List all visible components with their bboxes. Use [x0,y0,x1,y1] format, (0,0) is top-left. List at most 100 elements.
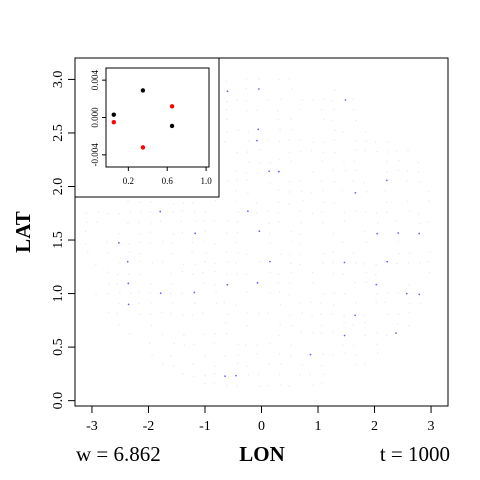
data-point [365,212,366,213]
data-point [270,182,271,183]
data-point [332,313,333,314]
data-point [129,243,130,244]
data-point [309,374,310,375]
data-point [246,325,247,326]
data-point [182,210,183,211]
data-point [387,151,388,152]
data-point [269,162,270,163]
data-point [119,263,120,264]
data-point [322,325,323,326]
data-point [355,262,356,263]
data-point [203,241,204,242]
inset-chart: 0.2 0.6 1.0-0.0040.0000.004 [75,58,219,197]
data-point [299,180,300,181]
data-point [259,149,260,150]
data-point [173,343,174,344]
data-point [226,284,228,286]
data-point [301,364,302,365]
data-point [95,264,96,265]
data-point [106,241,107,242]
data-point [205,212,206,213]
data-point [279,324,280,325]
data-point [194,263,195,264]
data-point [237,252,238,253]
inset-x-tick-label: 0.2 [123,176,134,186]
data-point [139,242,140,243]
data-point [418,233,420,235]
data-point [397,169,398,170]
data-point [290,118,291,119]
data-point [236,180,237,181]
data-point [149,342,150,343]
data-point [237,221,238,222]
data-point [279,374,280,375]
data-point [224,375,226,377]
data-point [406,293,408,295]
data-point [322,222,323,223]
data-point [237,344,238,345]
data-point [279,159,280,160]
data-point [118,242,120,244]
data-point [193,344,194,345]
data-point [364,231,365,232]
data-point [162,261,163,262]
data-point [280,254,281,255]
inset-x-tick-label: 0.6 [162,176,174,186]
data-point [288,139,289,140]
data-point [418,213,419,214]
data-point [118,324,119,325]
data-point [213,343,214,344]
inset-x-tick-label: 1.0 [200,176,212,186]
data-point [310,302,311,303]
data-point [238,355,239,356]
data-point [127,283,129,285]
inset-data-point [141,145,145,149]
data-point [127,223,128,224]
data-point [376,151,377,152]
data-point [322,160,323,161]
data-point [140,233,141,234]
data-point [355,364,356,365]
data-point [191,251,192,252]
data-point [388,313,389,314]
data-point [289,78,290,79]
data-point [216,303,217,304]
data-point [268,312,269,313]
data-point [225,252,226,253]
data-point [215,200,216,201]
data-point [246,292,247,293]
data-point [258,374,259,375]
data-point [310,192,311,193]
data-point [353,324,354,325]
data-point [172,302,173,303]
data-point [300,151,301,152]
data-point [269,343,270,344]
data-point [238,211,239,212]
data-point [279,141,280,142]
data-point [203,334,204,335]
data-point [344,262,346,264]
data-point [291,325,292,326]
data-point [398,313,399,314]
data-point [204,383,205,384]
data-point [214,263,215,264]
data-point [226,232,227,233]
data-point [312,272,313,273]
y-tick-label: 2.0 [51,178,66,196]
inset-data-point [170,104,174,108]
data-point [160,292,162,294]
data-point [227,261,228,262]
data-point [323,98,324,99]
data-point [258,88,260,90]
data-point [321,365,322,366]
data-point [388,292,389,293]
data-point [268,223,269,224]
data-point [299,243,300,244]
data-point [138,292,139,293]
data-point [129,333,130,334]
data-point [344,293,345,294]
data-point [289,386,290,387]
data-point [246,274,247,275]
data-point [355,192,357,194]
data-point [215,292,216,293]
